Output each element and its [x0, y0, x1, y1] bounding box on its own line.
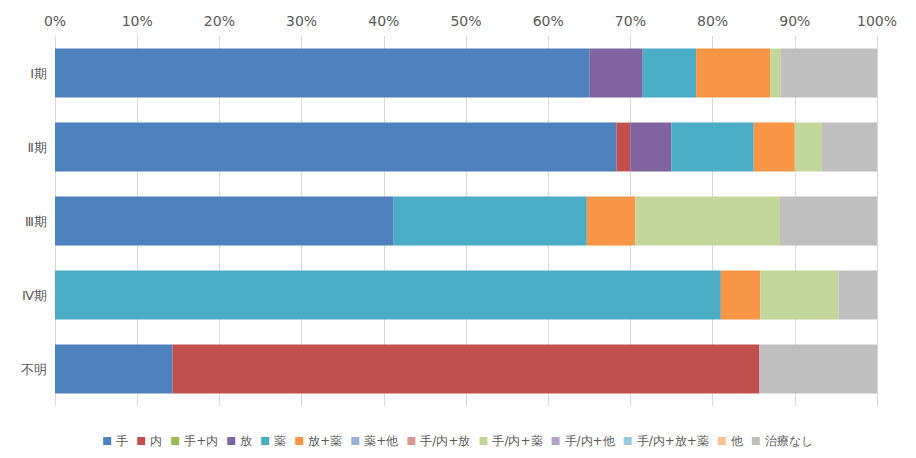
svg-text:他: 他	[731, 434, 743, 448]
svg-text:40%: 40%	[368, 13, 399, 29]
svg-text:治療なし: 治療なし	[765, 434, 813, 448]
svg-text:手/内+放: 手/内+放	[420, 434, 470, 448]
svg-text:20%: 20%	[204, 13, 235, 29]
svg-text:Ⅲ期: Ⅲ期	[25, 214, 47, 229]
svg-text:放: 放	[240, 434, 252, 448]
svg-text:Ⅱ期: Ⅱ期	[28, 140, 47, 155]
svg-text:内: 内	[150, 434, 162, 448]
svg-text:Ⅰ期: Ⅰ期	[30, 66, 47, 81]
svg-text:薬: 薬	[274, 434, 286, 448]
svg-text:手/内+放+薬: 手/内+放+薬	[637, 434, 709, 448]
svg-text:100%: 100%	[857, 13, 897, 29]
svg-text:手: 手	[116, 434, 128, 448]
svg-text:90%: 90%	[779, 13, 810, 29]
svg-text:60%: 60%	[533, 13, 564, 29]
svg-text:不明: 不明	[21, 362, 47, 377]
svg-text:手/内+薬: 手/内+薬	[492, 434, 542, 448]
svg-text:Ⅳ期: Ⅳ期	[22, 288, 47, 303]
svg-text:80%: 80%	[697, 13, 728, 29]
svg-text:手/内+他: 手/内+他	[565, 434, 615, 448]
svg-text:10%: 10%	[122, 13, 153, 29]
svg-text:50%: 50%	[450, 13, 481, 29]
svg-text:薬+他: 薬+他	[364, 434, 398, 448]
svg-text:手+内: 手+内	[184, 434, 218, 448]
svg-text:放+薬: 放+薬	[308, 434, 342, 448]
svg-text:30%: 30%	[286, 13, 317, 29]
svg-text:70%: 70%	[615, 13, 646, 29]
svg-text:0%: 0%	[44, 13, 66, 29]
